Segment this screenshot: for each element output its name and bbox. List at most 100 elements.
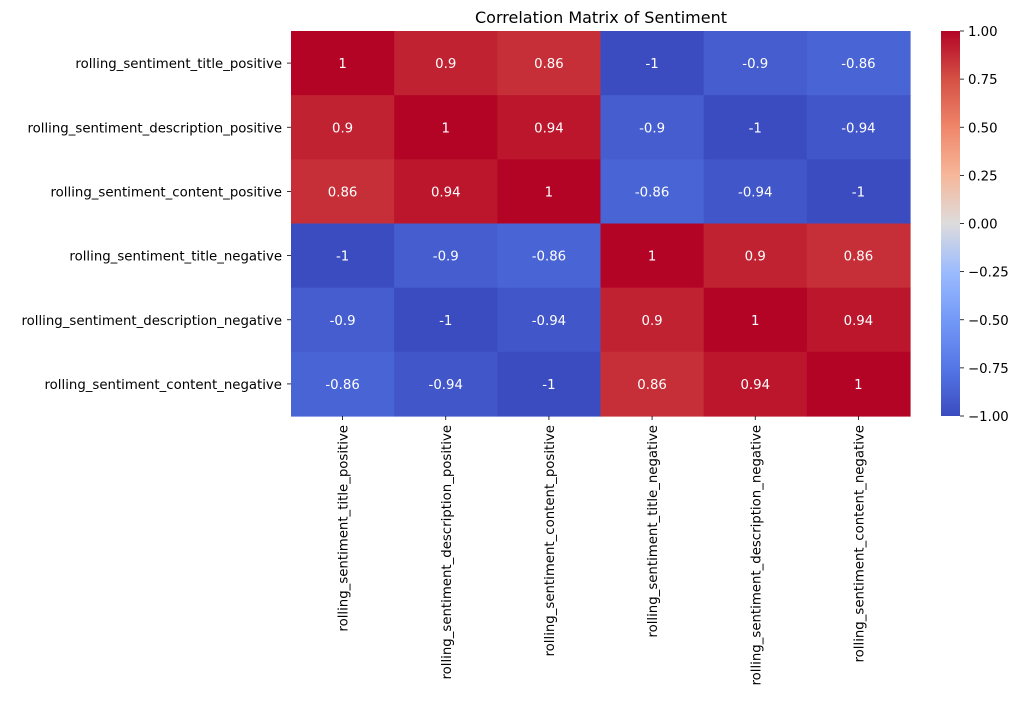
x-tick-label: rolling_sentiment_title_negative [646, 425, 661, 638]
x-tick-label: rolling_sentiment_title_positive [337, 425, 352, 632]
colorbar-tick-label: −0.25 [968, 266, 1009, 281]
x-tick-label: rolling_sentiment_content_negative [852, 425, 867, 663]
cell-value-label: -0.86 [841, 57, 875, 72]
cell-value-label: 0.9 [745, 250, 766, 265]
cell-value-label: 0.86 [637, 378, 667, 393]
cell-value-label: -1 [336, 250, 349, 265]
heatmap-cell [497, 223, 602, 289]
heatmap-cell [291, 223, 395, 289]
heatmap-cell [497, 287, 602, 353]
cell-value-label: -0.94 [841, 121, 875, 136]
heatmap-cell [394, 351, 498, 417]
cell-value-label: -0.94 [532, 314, 566, 329]
cell-value-label: -0.86 [635, 185, 669, 200]
x-tick-label: rolling_sentiment_content_positive [543, 425, 558, 657]
heatmap-cell [497, 159, 602, 225]
heatmap-cell [600, 223, 705, 289]
cell-value-label: -0.9 [330, 314, 356, 329]
cell-value-label: -0.9 [433, 250, 459, 265]
heatmap-cell [703, 287, 808, 353]
y-tick-label: rolling_sentiment_description_positive [27, 121, 282, 136]
heatmap-cell [291, 159, 395, 225]
heatmap-cell [600, 351, 705, 417]
colorbar-tick-label: 1.00 [968, 25, 998, 40]
cell-value-label: 0.9 [642, 314, 663, 329]
x-tick-label: rolling_sentiment_description_negative [749, 425, 764, 686]
cell-value-label: 1 [545, 185, 553, 200]
heatmap-cell [497, 351, 602, 417]
chart-title: Correlation Matrix of Sentiment [475, 8, 727, 27]
heatmap-cell [291, 31, 395, 96]
y-axis-ticks: rolling_sentiment_title_positive rolling_… [21, 57, 291, 393]
y-tick-label: rolling_sentiment_description_negative [21, 314, 282, 329]
heatmap-cell [703, 159, 808, 225]
heatmap-cell [703, 31, 808, 96]
cell-value-label: -0.86 [325, 378, 359, 393]
colorbar-tick-label: 0.75 [968, 73, 998, 88]
heatmap-cell [497, 95, 602, 160]
cell-value-label: 0.94 [534, 121, 564, 136]
cell-value-label: 1 [442, 121, 450, 136]
cell-value-label: 0.94 [740, 378, 770, 393]
colorbar-tick-label: −1.00 [968, 410, 1009, 425]
y-tick-label: rolling_sentiment_title_positive [75, 57, 282, 72]
cell-value-label: 0.86 [328, 185, 358, 200]
heatmap-cell [497, 31, 602, 96]
colorbar: 1.00 0.75 0.50 0.25 0.00 −0.25 −0.50 −0.75 −1.00 [941, 25, 1009, 425]
cell-value-label: 0.94 [844, 314, 874, 329]
cell-value-label: -0.9 [639, 121, 665, 136]
heatmap-cell [703, 223, 808, 289]
x-axis-ticks: rolling_sentiment_title_positive rolling_… [337, 416, 867, 686]
heatmap-cell [394, 159, 498, 225]
cell-value-label: -1 [645, 57, 658, 72]
colorbar-tick-label: 0.00 [968, 218, 998, 233]
cell-value-label: -1 [542, 378, 555, 393]
x-tick-label: rolling_sentiment_description_positive [440, 425, 455, 680]
heatmap-cell [806, 223, 911, 289]
cell-value-label: 0.9 [332, 121, 353, 136]
heatmap-cell [291, 351, 395, 417]
cell-value-label: 1 [751, 314, 759, 329]
colorbar-tick-label: 0.50 [968, 121, 998, 136]
heatmap-cell [291, 95, 395, 160]
heatmap-cell [806, 31, 911, 96]
cell-value-label: -0.86 [532, 250, 566, 265]
colorbar-tick-label: 0.25 [968, 169, 998, 184]
heatmap-cell [703, 351, 808, 417]
cell-value-label: -1 [439, 314, 452, 329]
cell-value-label: 0.94 [431, 185, 461, 200]
heatmap-cell [600, 159, 705, 225]
heatmap-cell [703, 95, 808, 160]
heatmap-cell [806, 95, 911, 160]
y-tick-label: rolling_sentiment_content_positive [51, 185, 283, 200]
cell-value-label: 1 [338, 57, 346, 72]
heatmap-cell [394, 223, 498, 289]
y-tick-label: rolling_sentiment_content_negative [45, 378, 283, 393]
heatmap-cell [600, 287, 705, 353]
heatmap-cell [394, 287, 498, 353]
colorbar-tick-label: −0.75 [968, 362, 1009, 377]
heatmap-cells: 1 0.9 0.86 -1 -0.9 -0.86 0.9 1 0.94 -0.9 -1 -0.94 0.… [291, 31, 911, 417]
cell-value-label: -1 [749, 121, 762, 136]
cell-value-label: 1 [648, 250, 656, 265]
heatmap-cell [600, 95, 705, 160]
heatmap-cell [806, 159, 911, 225]
cell-value-label: -0.94 [429, 378, 463, 393]
heatmap-cell [394, 95, 498, 160]
cell-value-label: -1 [852, 185, 865, 200]
heatmap-cell [806, 351, 911, 417]
cell-value-label: 1 [854, 378, 862, 393]
cell-value-label: 0.86 [534, 57, 564, 72]
colorbar-tick-label: −0.50 [968, 314, 1009, 329]
y-tick-label: rolling_sentiment_title_negative [69, 250, 282, 265]
cell-value-label: -0.94 [738, 185, 772, 200]
cell-value-label: -0.9 [742, 57, 768, 72]
heatmap-cell [600, 31, 705, 96]
heatmap-cell [291, 287, 395, 353]
colorbar-gradient [941, 31, 960, 416]
cell-value-label: 0.9 [435, 57, 456, 72]
cell-value-label: 0.86 [844, 250, 874, 265]
heatmap-cell [806, 287, 911, 353]
